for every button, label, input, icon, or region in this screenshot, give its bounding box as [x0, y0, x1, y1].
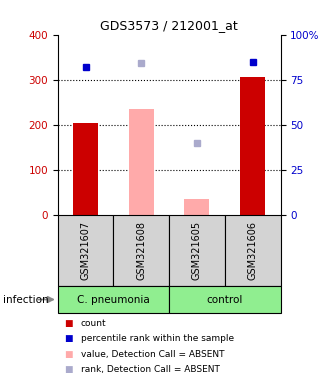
Bar: [169, 215, 225, 286]
Text: ■: ■: [64, 365, 73, 374]
Text: GSM321608: GSM321608: [136, 221, 146, 280]
Text: rank, Detection Call = ABSENT: rank, Detection Call = ABSENT: [81, 365, 220, 374]
Bar: [184, 199, 210, 215]
Bar: [240, 78, 265, 215]
Bar: [73, 122, 98, 215]
Text: control: control: [207, 295, 243, 305]
Bar: [225, 215, 280, 286]
Text: GSM321605: GSM321605: [192, 221, 202, 280]
Title: GDS3573 / 212001_at: GDS3573 / 212001_at: [100, 19, 238, 32]
Text: infection: infection: [3, 295, 49, 305]
Text: ■: ■: [64, 349, 73, 359]
Text: value, Detection Call = ABSENT: value, Detection Call = ABSENT: [81, 349, 224, 359]
Text: C. pneumonia: C. pneumonia: [77, 295, 150, 305]
Text: percentile rank within the sample: percentile rank within the sample: [81, 334, 234, 343]
Bar: [169, 286, 280, 313]
Text: GSM321606: GSM321606: [248, 221, 258, 280]
Bar: [129, 109, 154, 215]
Bar: [114, 215, 169, 286]
Text: GSM321607: GSM321607: [81, 221, 91, 280]
Text: ■: ■: [64, 334, 73, 343]
Text: ■: ■: [64, 319, 73, 328]
Bar: [58, 286, 169, 313]
Bar: [58, 215, 114, 286]
Text: count: count: [81, 319, 107, 328]
